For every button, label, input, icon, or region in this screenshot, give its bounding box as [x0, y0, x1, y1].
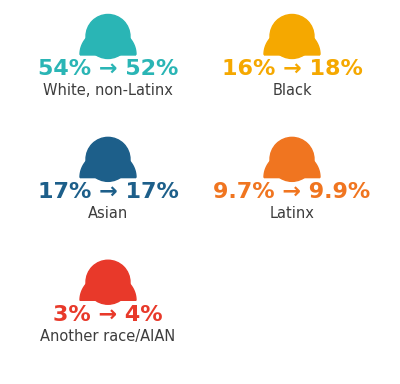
Polygon shape [80, 28, 136, 55]
Polygon shape [80, 151, 136, 177]
Ellipse shape [86, 15, 130, 58]
Text: 54% → 52%: 54% → 52% [38, 59, 178, 79]
Polygon shape [80, 274, 136, 300]
Text: White, non-Latinx: White, non-Latinx [43, 83, 173, 98]
Ellipse shape [86, 137, 130, 181]
Text: 3% → 4%: 3% → 4% [53, 305, 163, 325]
Polygon shape [264, 28, 320, 55]
Text: Asian: Asian [88, 205, 128, 221]
Polygon shape [264, 151, 320, 177]
Text: Another race/AIAN: Another race/AIAN [40, 328, 176, 344]
Text: 9.7% → 9.9%: 9.7% → 9.9% [213, 182, 371, 202]
Text: 17% → 17%: 17% → 17% [38, 182, 178, 202]
Ellipse shape [270, 15, 314, 58]
Ellipse shape [86, 260, 130, 304]
Text: Black: Black [272, 83, 312, 98]
Ellipse shape [270, 137, 314, 181]
Text: 16% → 18%: 16% → 18% [222, 59, 362, 79]
Text: Latinx: Latinx [270, 205, 314, 221]
